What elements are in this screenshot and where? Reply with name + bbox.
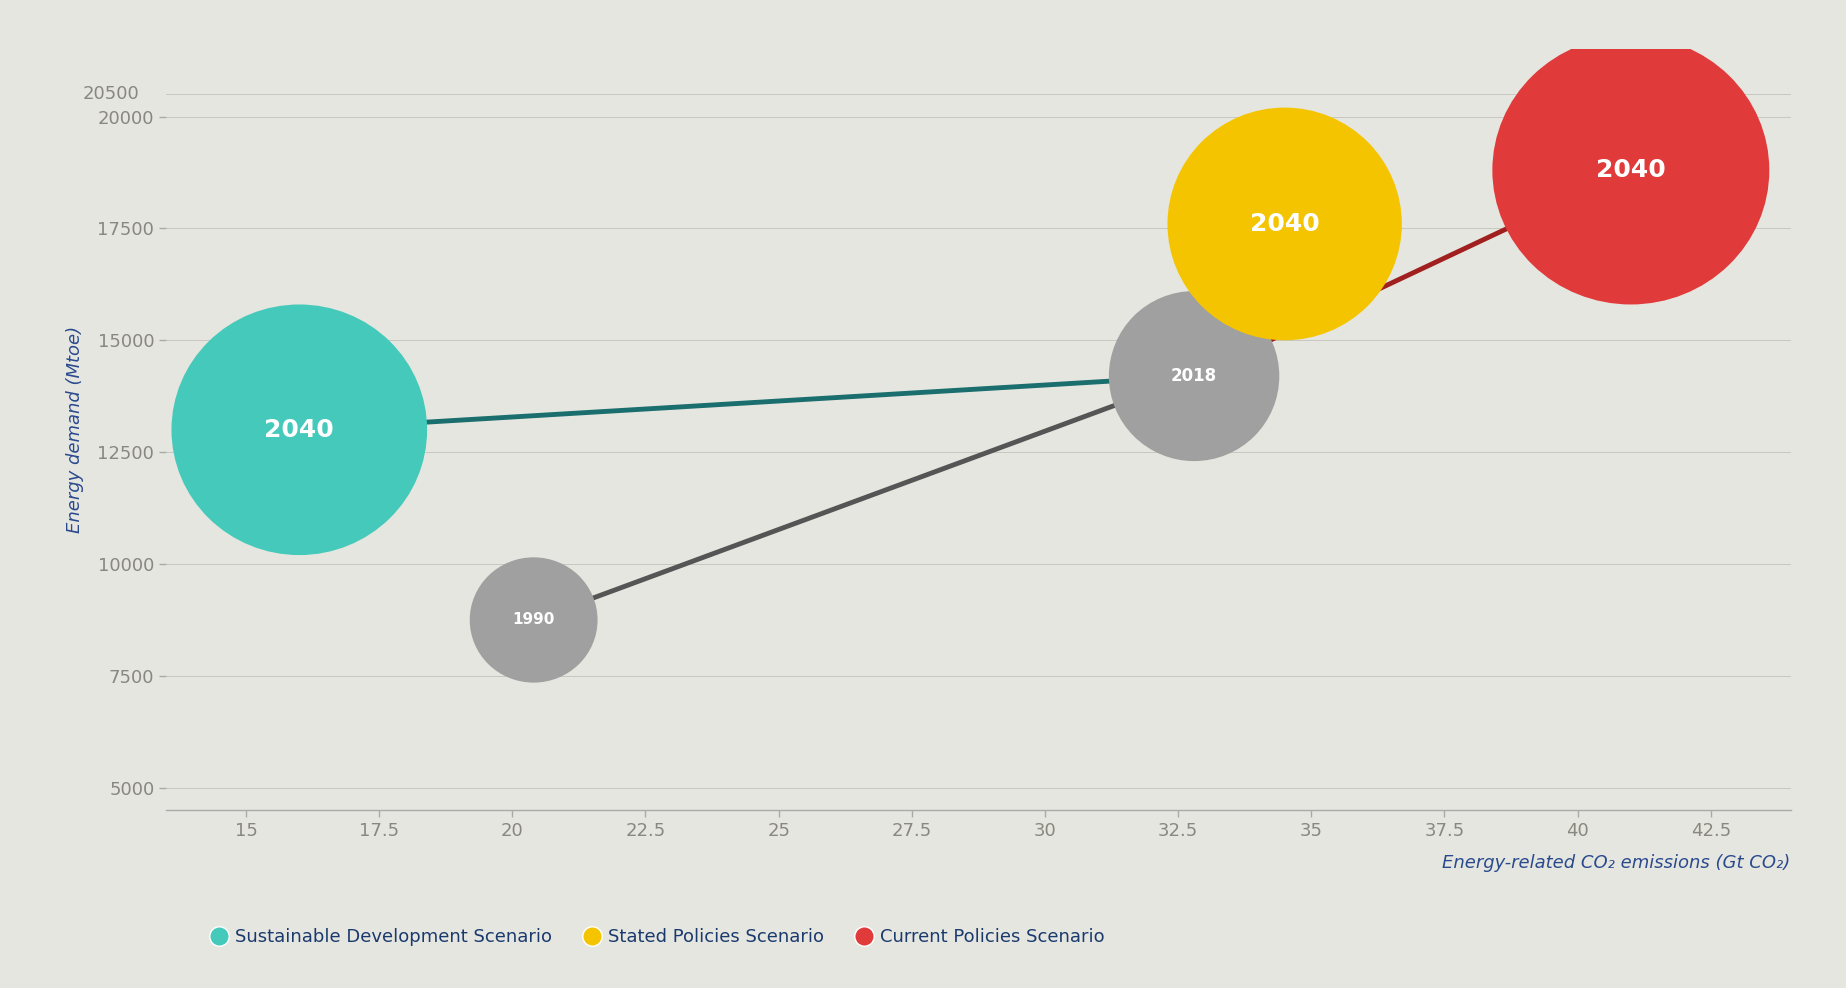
Text: 2018: 2018 — [1170, 368, 1217, 385]
Text: 2040: 2040 — [264, 418, 334, 442]
Ellipse shape — [1109, 291, 1279, 461]
Y-axis label: Energy demand (Mtoe): Energy demand (Mtoe) — [66, 326, 83, 534]
X-axis label: Energy-related CO₂ emissions (Gt CO₂): Energy-related CO₂ emissions (Gt CO₂) — [1442, 854, 1791, 871]
Text: 20500: 20500 — [83, 85, 140, 103]
Legend: Sustainable Development Scenario, Stated Policies Scenario, Current Policies Sce: Sustainable Development Scenario, Stated… — [207, 921, 1111, 953]
Ellipse shape — [1492, 36, 1768, 304]
Ellipse shape — [469, 557, 598, 683]
Ellipse shape — [172, 304, 426, 555]
Text: 2040: 2040 — [1250, 212, 1320, 236]
Text: 2040: 2040 — [1597, 158, 1665, 182]
Ellipse shape — [1167, 108, 1401, 340]
Text: 1990: 1990 — [513, 613, 556, 627]
